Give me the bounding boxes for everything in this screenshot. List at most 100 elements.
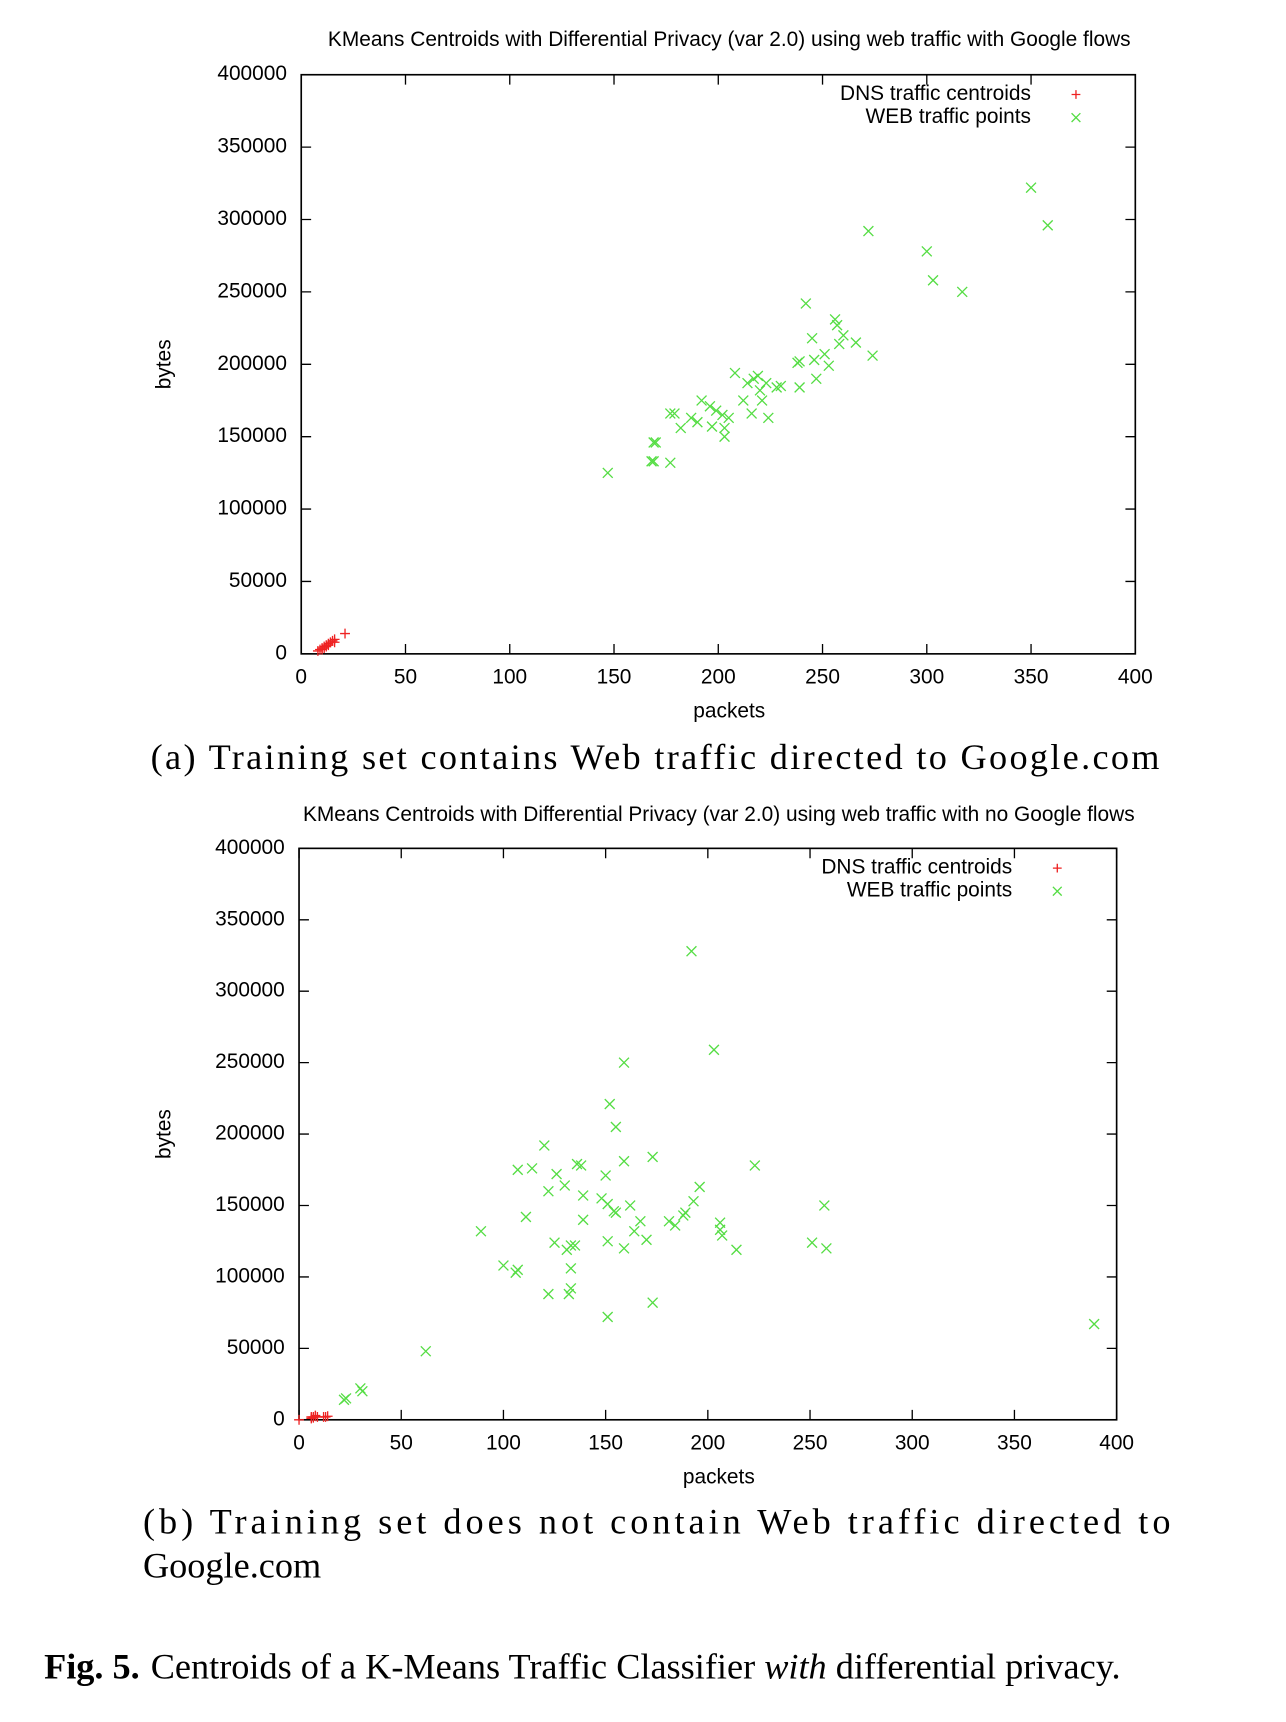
subfigure-caption: (b) Training set does not contain Web tr… — [143, 1502, 1170, 1542]
x-tick-label: 350 — [997, 1431, 1032, 1454]
point — [600, 1170, 612, 1181]
plot-frame — [300, 73, 1137, 655]
x-tick-label: 0 — [295, 666, 307, 689]
x-tick-label: 400 — [1099, 1431, 1134, 1454]
point — [634, 1215, 646, 1227]
chart-title: KMeans Centroids with Differential Priva… — [303, 803, 1135, 826]
point — [569, 1240, 581, 1251]
point — [927, 274, 939, 286]
chart-title: KMeans Centroids with Differential Priva… — [328, 28, 1131, 51]
point — [647, 1297, 659, 1309]
point — [717, 409, 728, 421]
point — [420, 1345, 432, 1357]
point — [746, 408, 758, 419]
point — [663, 1215, 675, 1227]
figure-caption: Fig. 5. Centroids of a K-Means Traffic Cl… — [44, 1647, 1120, 1687]
point — [610, 1207, 622, 1219]
point — [551, 1168, 562, 1180]
y-axis-label: bytes — [152, 1109, 175, 1159]
point — [498, 1260, 509, 1271]
point — [771, 382, 783, 393]
legend-marker — [1071, 112, 1081, 123]
y-axis-label: bytes — [152, 339, 175, 389]
point — [475, 1225, 487, 1237]
point — [646, 455, 657, 467]
point — [650, 437, 662, 448]
y-tick-label: 150000 — [215, 1193, 285, 1216]
point — [806, 332, 818, 344]
legend-label: WEB traffic points — [847, 879, 1012, 902]
y-tick-label: 200000 — [215, 1122, 285, 1145]
y-tick-label: 50000 — [227, 1336, 285, 1359]
point — [710, 405, 722, 417]
point — [756, 395, 768, 406]
point — [510, 1267, 522, 1279]
subfigure-caption: Google.com — [143, 1546, 321, 1586]
point — [792, 357, 803, 369]
point — [602, 467, 614, 479]
x-tick-label: 300 — [909, 666, 944, 689]
point — [563, 1288, 575, 1300]
point — [737, 395, 749, 406]
x-tick-label: 400 — [1118, 666, 1153, 689]
point — [321, 641, 332, 652]
point — [742, 377, 753, 389]
point — [1042, 219, 1054, 231]
point — [729, 367, 741, 379]
point — [819, 348, 831, 360]
point — [526, 1162, 538, 1174]
x-tick-label: 50 — [394, 666, 417, 689]
point — [760, 377, 772, 389]
legend-label: DNS traffic centroids — [840, 82, 1031, 105]
figure-label: Fig. 5. — [44, 1647, 140, 1687]
point — [648, 455, 660, 467]
point — [602, 1235, 614, 1247]
point — [837, 329, 849, 341]
point — [542, 1185, 554, 1197]
point — [319, 643, 330, 654]
point — [520, 1211, 532, 1223]
point — [559, 1180, 571, 1191]
point — [675, 422, 687, 434]
point — [823, 360, 835, 372]
point — [624, 1200, 636, 1211]
y-tick-label: 250000 — [215, 1050, 285, 1073]
point — [686, 945, 697, 957]
point — [641, 1234, 652, 1246]
x-axis-label: packets — [693, 700, 765, 723]
point — [565, 1282, 577, 1294]
y-tick-label: 350000 — [215, 907, 285, 930]
point — [867, 350, 878, 362]
point — [806, 1237, 818, 1249]
x-tick-label: 150 — [597, 666, 632, 689]
caption-emphasis: with — [764, 1647, 826, 1687]
point — [719, 422, 730, 434]
y-tick-label: 350000 — [217, 135, 287, 158]
point — [538, 1140, 550, 1151]
y-tick-label: 300000 — [217, 207, 287, 230]
point — [618, 1155, 630, 1167]
caption-text: differential privacy. — [827, 1647, 1121, 1687]
point — [565, 1240, 577, 1251]
point — [1025, 182, 1037, 194]
point — [714, 1224, 726, 1236]
point — [664, 457, 676, 469]
point — [669, 1220, 681, 1231]
legend-marker — [1071, 90, 1081, 99]
x-tick-label: 0 — [293, 1431, 305, 1454]
point — [294, 1414, 304, 1425]
point — [762, 412, 774, 424]
point — [820, 1242, 832, 1254]
point — [688, 1195, 699, 1207]
y-tick-label: 200000 — [217, 352, 287, 375]
point — [575, 1160, 587, 1171]
point — [696, 395, 708, 406]
point — [648, 437, 660, 448]
point — [921, 245, 933, 257]
y-tick-label: 300000 — [215, 979, 285, 1002]
x-axis-label: packets — [683, 1466, 755, 1489]
point — [685, 412, 697, 424]
point — [618, 1057, 630, 1069]
point — [706, 421, 718, 432]
